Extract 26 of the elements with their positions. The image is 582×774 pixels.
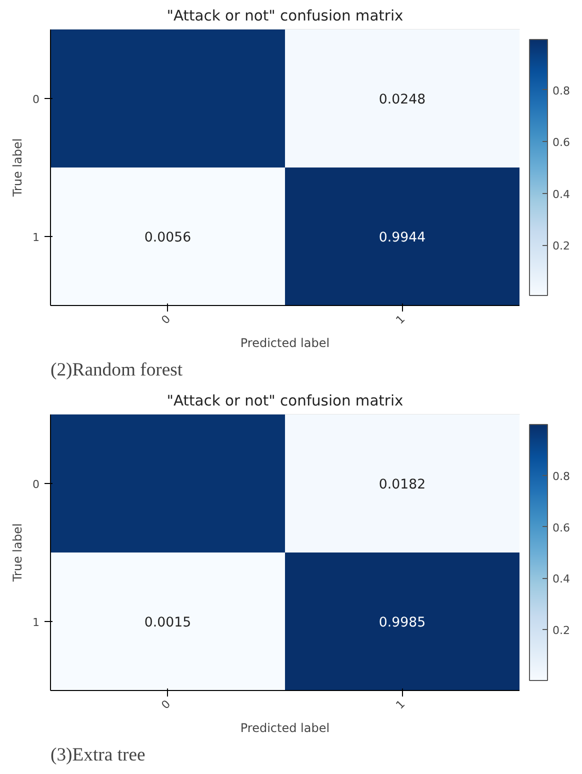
color-bar-label: 0.4 <box>552 188 570 201</box>
chart-title: "Attack or not" confusion matrix <box>166 8 404 24</box>
y-axis-title: True label <box>10 523 24 583</box>
color-bar-label: 0.6 <box>552 136 570 150</box>
data-label: 0.0056 <box>144 230 192 246</box>
data-label: 0.0182 <box>378 478 426 492</box>
y-tick-label: 1 <box>32 616 40 629</box>
data-label: 0.9985 <box>378 616 426 630</box>
color-bar-label: 0.2 <box>552 240 570 253</box>
data-label: 0.0248 <box>378 92 426 108</box>
data-label: 0.0015 <box>144 616 192 630</box>
data-label: 0.9944 <box>378 230 426 246</box>
y-tick-label: 0 <box>32 478 40 491</box>
y-axis-title: True label <box>10 138 24 198</box>
chart-title: "Attack or not" confusion matrix <box>166 392 404 410</box>
text: (2)Random forest <box>50 360 184 380</box>
y-tick-label: 0 <box>32 93 40 106</box>
y-tick-label: 1 <box>32 231 40 244</box>
color-bar-label: 0.8 <box>552 470 570 483</box>
color-bar-label: 0.8 <box>552 84 570 98</box>
color-bar-label: 0.2 <box>552 624 570 638</box>
x-axis-title: Predicted label <box>240 720 330 735</box>
x-axis-title: Predicted label <box>240 336 330 350</box>
text: (3)Extra tree <box>50 744 146 766</box>
color-bar-label: 0.4 <box>552 572 570 586</box>
color-bar-label: 0.6 <box>552 521 570 534</box>
